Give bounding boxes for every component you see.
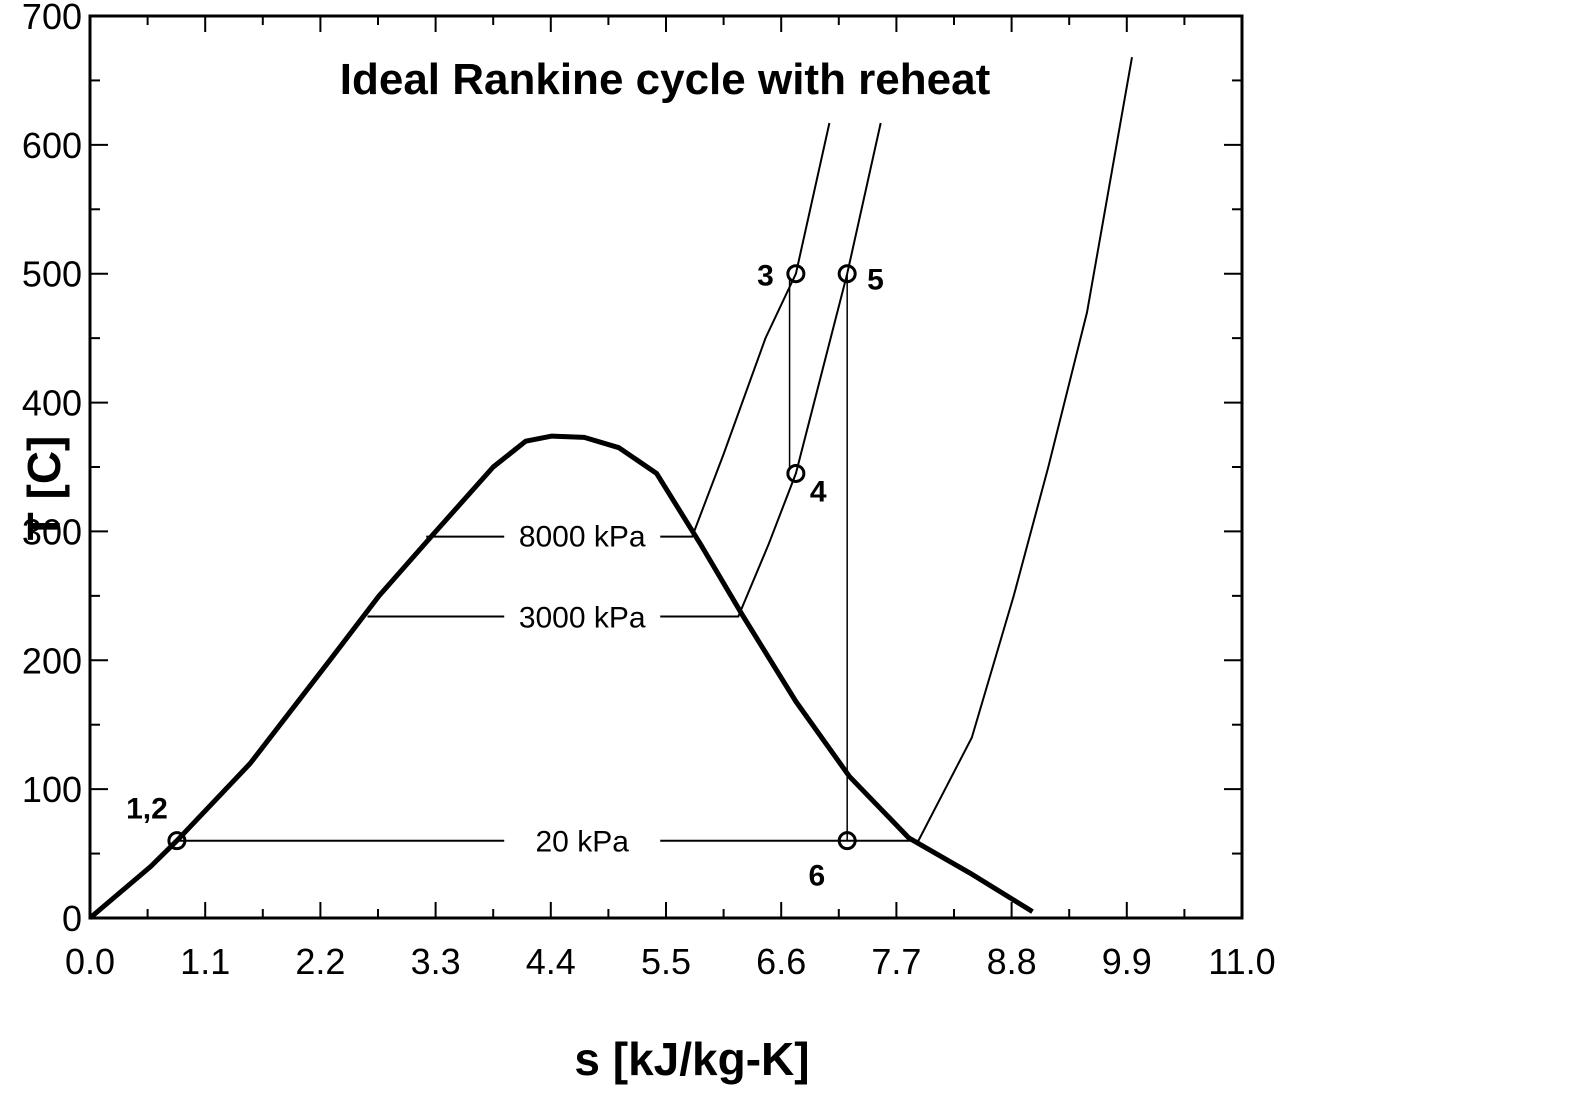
- y-tick-label: 200: [22, 640, 82, 681]
- x-axis-title: s [kJ/kg-K]: [574, 1033, 809, 1085]
- x-tick-label: 1.1: [180, 941, 230, 982]
- x-tick-label: 4.4: [526, 941, 576, 982]
- state-point-label: 3: [757, 260, 774, 293]
- y-tick-label: 400: [22, 383, 82, 424]
- y-tick-label: 600: [22, 125, 82, 166]
- state-point-label: 5: [867, 264, 884, 297]
- isobar-label-3000-kpa: 3000 kPa: [519, 601, 646, 634]
- state-point-label: 1,2: [126, 793, 168, 826]
- x-tick-label: 2.2: [295, 941, 345, 982]
- isobar-label-bg-20-kpa: [504, 820, 661, 861]
- state-point-marker: [837, 831, 857, 851]
- state-point-marker: [786, 463, 806, 483]
- isobar-20-kpa: [176, 57, 1133, 842]
- x-tick-label: 5.5: [641, 941, 691, 982]
- y-tick-label: 700: [22, 0, 82, 37]
- state-point-label: 6: [808, 860, 825, 893]
- x-tick-label: 6.6: [756, 941, 806, 982]
- dome-layer: [88, 433, 1034, 920]
- state-point-marker: [837, 264, 857, 284]
- x-tick-label: 7.7: [871, 941, 921, 982]
- x-tick-label: 11.0: [1208, 941, 1275, 982]
- state-point-label: 4: [810, 475, 827, 508]
- y-tick-label: 0: [62, 898, 82, 939]
- y-axis-title: T [C]: [18, 436, 70, 541]
- label-layer: 0.0 1.1 2.2 3.3 4.4 5.5 6.6 7.7 8.8 9.9 11.0 0 100 20…: [22, 0, 1276, 982]
- point-layer: 1,2 3 4 5 6: [126, 260, 884, 893]
- chart-title: Ideal Rankine cycle with reheat: [340, 55, 991, 104]
- x-tick-label: 9.9: [1102, 941, 1152, 982]
- tick-layer: [89, 15, 1243, 919]
- x-tick-label: 0.0: [65, 941, 115, 982]
- isobar-layer: 8000 kPa 3000 kPa 20 kPa: [176, 57, 1133, 861]
- y-tick-label: 300: [22, 511, 82, 552]
- state-point-marker: [786, 264, 806, 284]
- y-tick-label: 500: [22, 254, 82, 295]
- isobar-label-bg-3000-kpa: [504, 596, 661, 637]
- isobar-label-20-kpa: 20 kPa: [536, 826, 630, 859]
- isobar-3000-kpa: [367, 122, 882, 618]
- x-tick-label: 8.8: [987, 941, 1037, 982]
- saturation-dome-curve: [88, 433, 1034, 920]
- plot-frame: [88, 14, 1244, 920]
- state-point-marker: [167, 831, 187, 851]
- y-tick-label: 100: [22, 769, 82, 810]
- process-layer: [788, 273, 848, 841]
- x-tick-label: 3.3: [411, 941, 461, 982]
- isobar-label-8000-kpa: 8000 kPa: [519, 520, 646, 553]
- isobar-label-bg-8000-kpa: [504, 515, 661, 556]
